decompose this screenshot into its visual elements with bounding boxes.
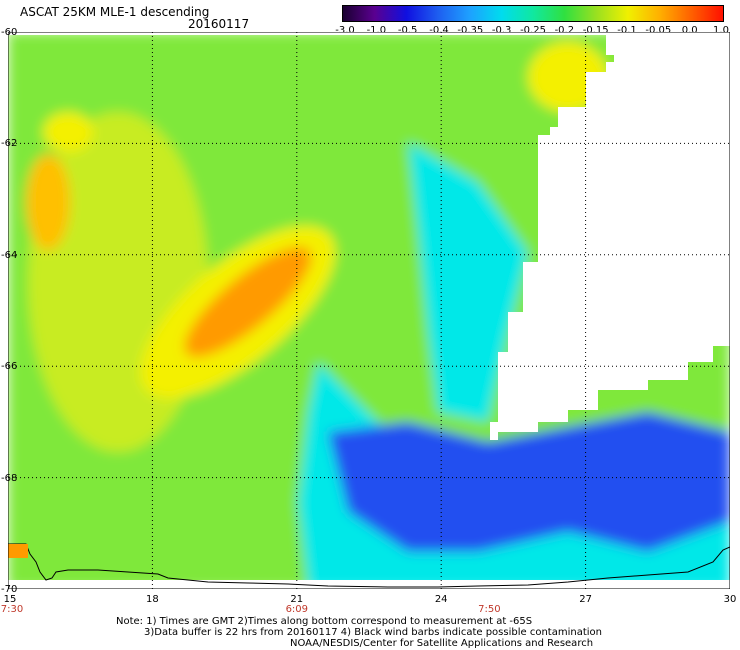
land-mask-topstrip <box>8 32 298 35</box>
colorbar-label: -0.5 <box>397 25 418 36</box>
longitude-label: 27 <box>579 594 592 605</box>
map-date: 20160117 <box>188 17 250 31</box>
colorbar-label: -0.05 <box>645 25 672 36</box>
field-yellow-northwest <box>43 112 93 152</box>
longitude-label: 21 <box>290 594 304 605</box>
latitude-label: -66 <box>1 361 18 373</box>
colorbar <box>342 5 724 22</box>
graticule <box>8 32 730 589</box>
note-line-2: 3)Data buffer is 22 hrs from 20160117 4)… <box>144 627 602 638</box>
coastline-path <box>8 543 730 588</box>
field-orange-west <box>26 154 70 250</box>
latitude-label: -62 <box>1 138 18 150</box>
latitude-label: -70 <box>1 584 18 595</box>
colorbar-label: -0.35 <box>457 25 484 36</box>
colorbar-label: -3.0 <box>335 25 355 36</box>
field-orange-center <box>184 247 312 357</box>
longitude-label: 15 <box>3 594 17 605</box>
time-label: 7:50 <box>478 604 501 615</box>
map-title: ASCAT 25KM MLE-1 descending <box>20 5 210 19</box>
colorbar-label: -0.15 <box>582 25 609 36</box>
coast-orange-patch <box>8 544 28 558</box>
latitude-label: -60 <box>1 27 18 38</box>
longitude-label: 30 <box>723 594 737 605</box>
colorbar-label: -0.4 <box>429 25 449 36</box>
longitude-label: 24 <box>434 594 448 605</box>
colorbar-labels: -3.0 -1.0 -0.5 -0.4 -0.35 -0.3 -0.25 -0.2 -0.15-… <box>0 25 740 37</box>
time-label: 6:09 <box>285 604 309 615</box>
coastline <box>8 543 730 588</box>
land-mask-north <box>8 32 730 440</box>
colorbar-label: -1.0 <box>366 25 387 36</box>
field-blue-south <box>328 412 730 552</box>
latitude-label: -68 <box>1 472 18 484</box>
colorbar-label: 0.0 <box>681 25 698 36</box>
colorbar-label: -0.1 <box>617 25 637 36</box>
colorbar-label: -0.3 <box>491 25 512 36</box>
colorbar-label: -0.25 <box>520 25 546 36</box>
land-mask <box>8 32 730 589</box>
longitude-label: 18 <box>146 594 159 605</box>
latitude-label: -64 <box>1 249 18 261</box>
wind-map <box>8 32 730 589</box>
time-label: 7:30 <box>0 604 24 615</box>
colorbar-label: 1.0 <box>713 25 729 36</box>
note-line-1: Note: 1) Times are GMT 2)Times along bot… <box>116 616 533 627</box>
colorbar-label: -0.2 <box>554 25 575 36</box>
note-line-3: NOAA/NESDIS/Center for Satellite Applica… <box>290 638 594 649</box>
land-mask-bottom <box>8 580 730 589</box>
